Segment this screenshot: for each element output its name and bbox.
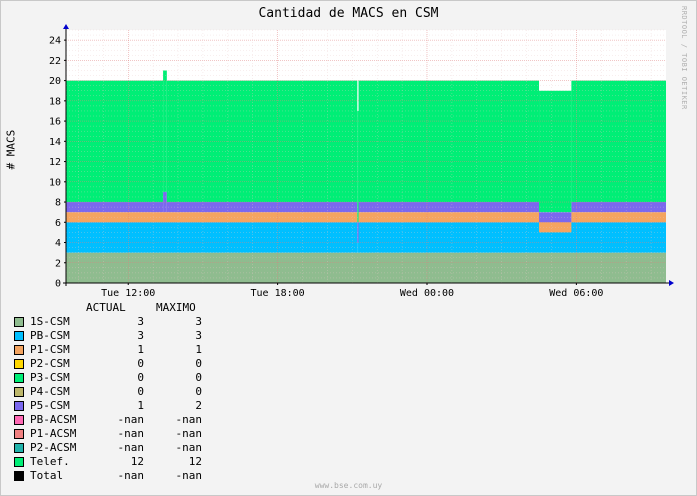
legend-series-name: P1-CSM	[30, 343, 70, 356]
area-p5-csm-4	[358, 202, 540, 213]
x-tick-label-3: Wed 06:00	[549, 288, 603, 299]
legend-maximo-value: 3	[195, 315, 202, 328]
legend-swatch	[14, 429, 24, 439]
legend-actual-value: 0	[137, 371, 144, 384]
legend-series-name: P2-ACSM	[30, 441, 77, 454]
legend-header-maximo: MAXIMO	[156, 301, 196, 314]
legend-series-name: Telef.	[30, 455, 70, 468]
x-tick-label-2: Wed 00:00	[400, 288, 454, 299]
legend-actual-value: -nan	[117, 413, 145, 426]
legend-series-name: P3-CSM	[30, 371, 70, 384]
y-tick-label-24: 24	[49, 36, 61, 47]
legend-swatch	[14, 345, 24, 355]
area-pb-csm-2	[358, 222, 666, 253]
legend-swatch	[14, 359, 24, 369]
legend-actual-value: -nan	[117, 441, 145, 454]
legend-swatch	[14, 471, 24, 481]
legend-series-name: P5-CSM	[30, 399, 70, 412]
legend-maximo-value: 2	[195, 399, 202, 412]
x-axis-arrow	[669, 280, 674, 286]
y-tick-label-2: 2	[55, 258, 61, 269]
legend-actual-value: -nan	[117, 427, 145, 440]
x-tick-label-0: Tue 12:00	[101, 288, 155, 299]
legend-header-actual: ACTUAL	[86, 301, 126, 314]
legend-series-name: P4-CSM	[30, 385, 70, 398]
legend-swatch	[14, 373, 24, 383]
legend-swatch	[14, 331, 24, 341]
legend-series-name: Total	[30, 469, 64, 482]
legend-maximo-value: 1	[195, 343, 202, 356]
legend-maximo-value: -nan	[175, 413, 203, 426]
x-tick-label-1: Tue 18:00	[251, 288, 305, 299]
legend-maximo-value: -nan	[175, 427, 203, 440]
legend-actual-value: 3	[137, 315, 144, 328]
chart-title: Cantidad de MACS en CSM	[258, 6, 439, 21]
area-p1-csm-0	[66, 212, 358, 223]
legend-maximo-value: -nan	[175, 441, 203, 454]
legend-swatch	[14, 415, 24, 425]
legend-actual-value: 3	[137, 329, 144, 342]
legend-maximo-value: 12	[188, 455, 202, 468]
y-axis-arrow	[63, 24, 69, 29]
y-tick-label-6: 6	[55, 218, 61, 229]
area-pb-csm-0	[66, 222, 358, 253]
y-tick-label-8: 8	[55, 198, 61, 209]
legend-series-name: P2-CSM	[30, 357, 70, 370]
rrdtool-watermark: RRDTOOL / TOBI OETIKER	[680, 6, 688, 110]
area-telef--1	[163, 70, 167, 192]
area-p5-csm-2	[166, 202, 358, 213]
legend-actual-value: 12	[130, 455, 144, 468]
y-tick-label-16: 16	[49, 117, 61, 128]
y-tick-label-4: 4	[55, 238, 61, 249]
y-tick-label-0: 0	[55, 279, 61, 290]
legend-actual-value: -nan	[117, 469, 145, 482]
legend-series-name: 1S-CSM	[30, 315, 70, 328]
legend-swatch	[14, 387, 24, 397]
legend-swatch	[14, 317, 24, 327]
legend-series-name: PB-ACSM	[30, 413, 77, 426]
y-tick-label-10: 10	[49, 177, 61, 188]
legend-maximo-value: -nan	[175, 469, 203, 482]
footer-url: www.bse.com.uy	[314, 481, 383, 490]
legend-actual-value: 0	[137, 357, 144, 370]
legend-swatch	[14, 443, 24, 453]
legend-maximo-value: 0	[195, 371, 202, 384]
legend-maximo-value: 0	[195, 357, 202, 370]
y-tick-label-18: 18	[49, 96, 61, 107]
legend-series-name: PB-CSM	[30, 329, 70, 342]
y-tick-label-12: 12	[49, 157, 61, 168]
y-tick-label-14: 14	[49, 137, 61, 148]
y-tick-label-22: 22	[49, 56, 61, 67]
legend-actual-value: 1	[137, 399, 144, 412]
legend-actual-value: 0	[137, 385, 144, 398]
legend-swatch	[14, 401, 24, 411]
legend-maximo-value: 0	[195, 385, 202, 398]
y-tick-label-20: 20	[49, 76, 61, 87]
area-p1-csm-2	[358, 212, 540, 223]
legend-swatch	[14, 457, 24, 467]
legend-series-name: P1-ACSM	[30, 427, 77, 440]
legend-maximo-value: 3	[195, 329, 202, 342]
legend-actual-value: 1	[137, 343, 144, 356]
